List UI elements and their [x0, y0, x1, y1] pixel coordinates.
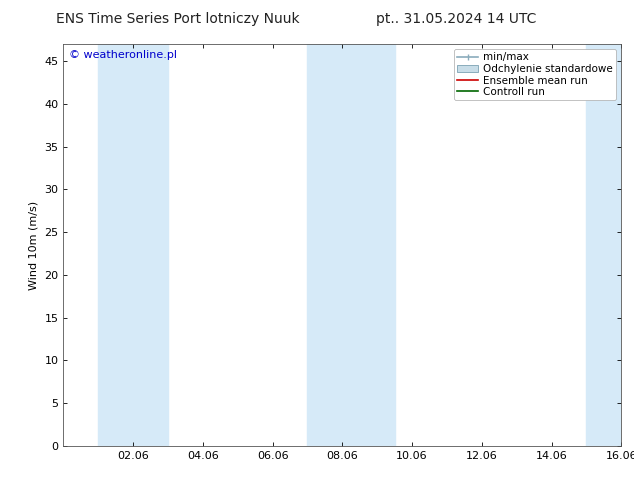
Legend: min/max, Odchylenie standardowe, Ensemble mean run, Controll run: min/max, Odchylenie standardowe, Ensembl…: [454, 49, 616, 100]
Y-axis label: Wind 10m (m/s): Wind 10m (m/s): [29, 200, 39, 290]
Bar: [586, 44, 634, 446]
Bar: [307, 44, 394, 446]
Text: © weatheronline.pl: © weatheronline.pl: [69, 50, 177, 60]
Text: pt.. 31.05.2024 14 UTC: pt.. 31.05.2024 14 UTC: [377, 12, 536, 26]
Text: ENS Time Series Port lotniczy Nuuk: ENS Time Series Port lotniczy Nuuk: [56, 12, 299, 26]
Bar: [98, 44, 168, 446]
